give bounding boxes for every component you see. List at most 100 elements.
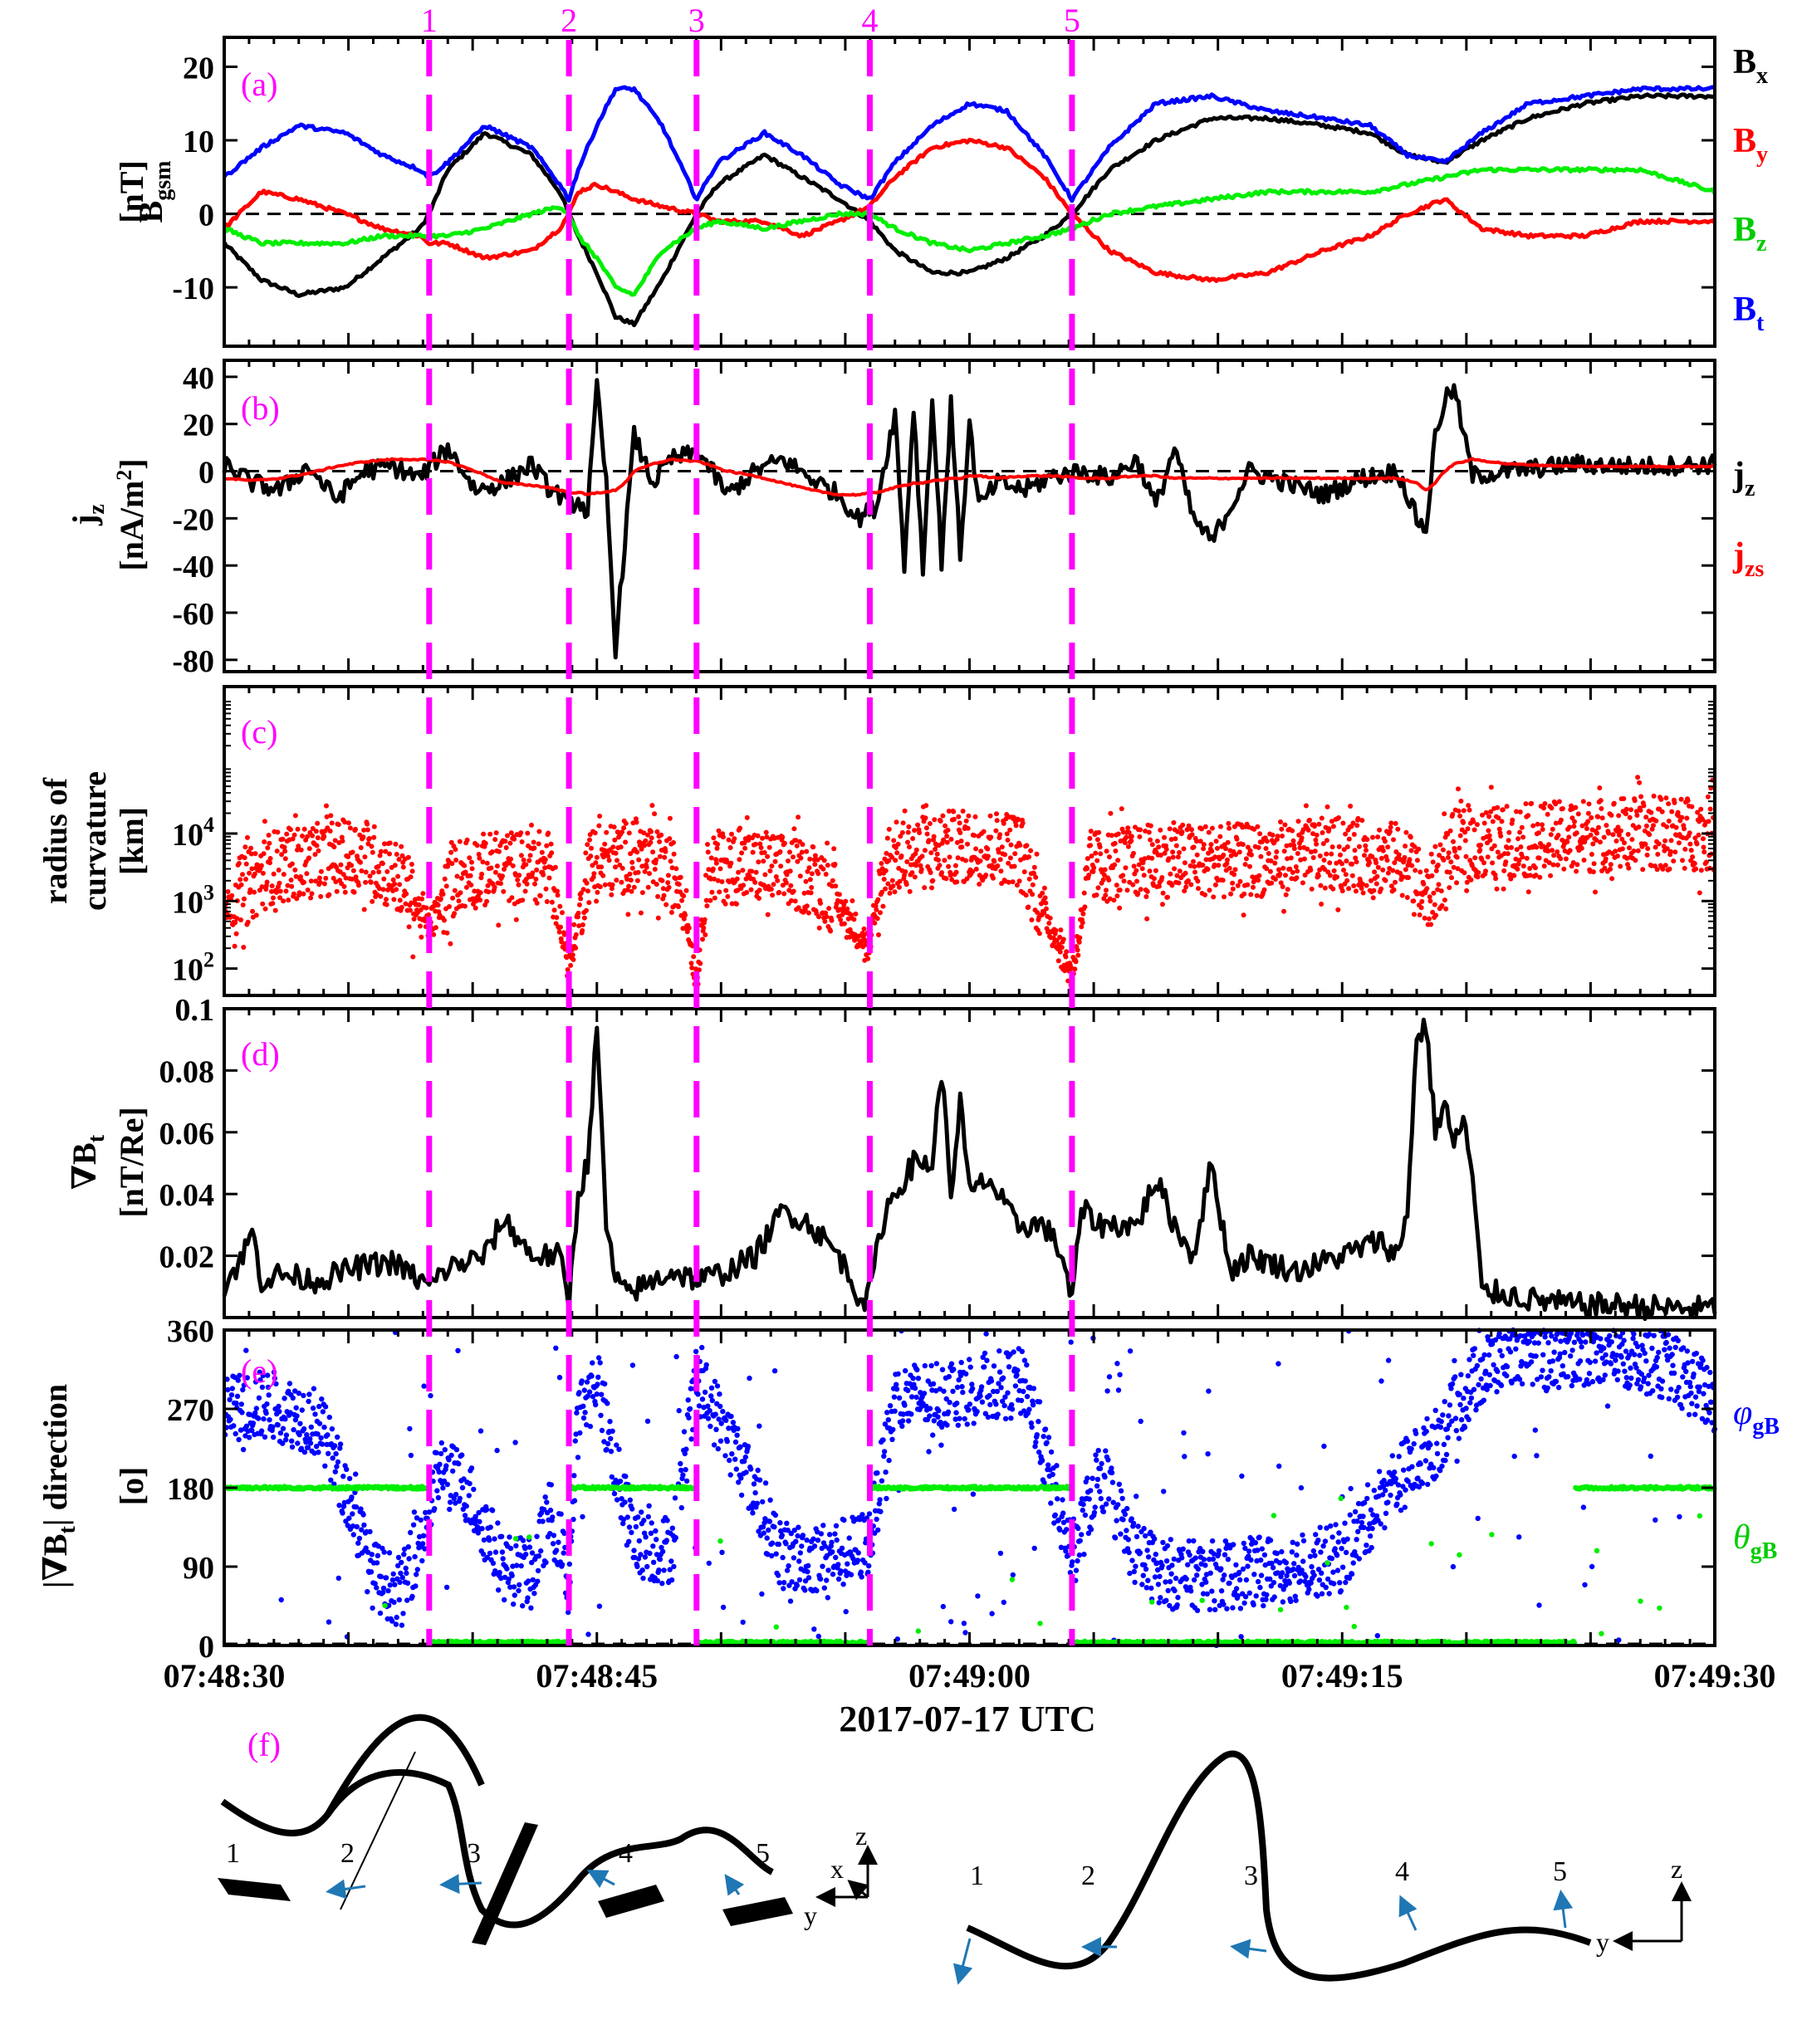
phi-point: [683, 1446, 689, 1452]
curvature-point: [627, 871, 633, 877]
y-tick-label: 10: [183, 125, 214, 159]
phi-point: [930, 1432, 936, 1438]
phi-point: [750, 1510, 756, 1516]
curvature-point: [527, 853, 533, 858]
phi-point: [951, 1367, 957, 1372]
curvature-point: [1462, 870, 1467, 876]
curvature-point: [594, 854, 600, 860]
curvature-point: [705, 842, 710, 847]
curvature-point: [1279, 826, 1285, 832]
phi-point: [982, 1350, 988, 1357]
curvature-point: [904, 859, 910, 864]
curvature-point: [1385, 844, 1391, 850]
phi-point: [497, 1569, 502, 1576]
curvature-point: [1119, 806, 1124, 812]
phi-point: [927, 1413, 933, 1419]
curvature-point: [604, 829, 610, 835]
phi-point: [553, 1548, 560, 1553]
phi-point: [1179, 1555, 1185, 1561]
curvature-point: [1440, 847, 1446, 853]
curvature-point: [1024, 843, 1030, 848]
curvature-point: [708, 855, 714, 861]
phi-point: [961, 1621, 967, 1626]
curvature-point: [1651, 823, 1656, 829]
curvature-point: [1134, 878, 1139, 884]
curvature-point: [1299, 835, 1305, 841]
phi-point: [1191, 1577, 1197, 1583]
curvature-point: [549, 850, 555, 856]
phi-point: [1298, 1484, 1305, 1491]
phi-point: [1052, 1512, 1059, 1518]
curvature-point: [850, 898, 855, 903]
curvature-point: [568, 962, 574, 968]
curvature-point: [492, 837, 498, 843]
curvature-point: [1107, 854, 1112, 860]
curvature-point: [258, 863, 264, 868]
curvature-point: [800, 842, 806, 848]
curvature-point: [301, 879, 306, 885]
curvature-point: [571, 922, 577, 927]
phi-point: [936, 1408, 942, 1414]
curvature-point: [665, 880, 671, 886]
phi-point: [596, 1603, 603, 1609]
curvature-point: [592, 830, 598, 836]
phi-point: [1079, 1532, 1085, 1538]
curvature-point: [269, 883, 275, 889]
curvature-point: [1588, 832, 1594, 838]
phi-point: [1309, 1563, 1315, 1570]
curvature-point: [997, 857, 1003, 863]
curvature-point: [645, 832, 650, 838]
curvature-point: [1274, 849, 1280, 854]
curvature-point: [1102, 867, 1108, 873]
curvature-point: [387, 851, 392, 857]
phi-point: [548, 1482, 554, 1488]
phi-point: [951, 1506, 957, 1513]
curvature-point: [1346, 836, 1352, 842]
curvature-point: [1348, 804, 1354, 809]
phi-point: [905, 1387, 911, 1394]
phi-point: [1094, 1476, 1101, 1483]
phi-point: [820, 1523, 826, 1528]
curvature-point: [1149, 855, 1155, 861]
curvature-point: [1093, 850, 1099, 856]
curvature-point: [606, 858, 612, 863]
phi-point: [959, 1384, 965, 1390]
curvature-point: [809, 871, 815, 877]
phi-point: [1293, 1597, 1299, 1603]
phi-point: [723, 1417, 729, 1424]
curvature-point: [1258, 853, 1264, 859]
phi-point: [582, 1410, 588, 1416]
curvature-point: [370, 849, 375, 855]
curvature-point: [1131, 850, 1136, 856]
phi-point: [757, 1477, 763, 1483]
curvature-point: [1209, 848, 1215, 854]
phi-point: [764, 1535, 770, 1541]
curvature-point: [1285, 887, 1290, 892]
curvature-point: [1506, 838, 1511, 844]
curvature-point: [277, 895, 283, 901]
curvature-point: [240, 872, 245, 878]
phi-point: [289, 1438, 295, 1444]
curvature-point: [245, 834, 250, 840]
phi-point: [887, 1403, 894, 1409]
phi-point: [1220, 1577, 1226, 1582]
curvature-point: [1115, 858, 1121, 863]
curvature-point: [1208, 842, 1214, 848]
phi-point: [944, 1422, 950, 1428]
phi-point: [1152, 1536, 1158, 1542]
phi-point: [354, 1523, 360, 1530]
phi-point: [1075, 1525, 1081, 1532]
phi-point: [883, 1469, 889, 1475]
curvature-point: [539, 849, 545, 855]
phi-point: [1188, 1588, 1194, 1594]
curvature-point: [1023, 892, 1029, 898]
phi-point: [507, 1534, 512, 1540]
curvature-point: [1158, 827, 1163, 833]
phi-point: [340, 1474, 346, 1479]
curvature-point: [1659, 809, 1665, 814]
phi-point: [598, 1412, 604, 1419]
curvature-point: [750, 849, 756, 855]
phi-point: [955, 1422, 962, 1428]
phi-point: [316, 1450, 321, 1455]
phi-point: [1172, 1587, 1178, 1594]
